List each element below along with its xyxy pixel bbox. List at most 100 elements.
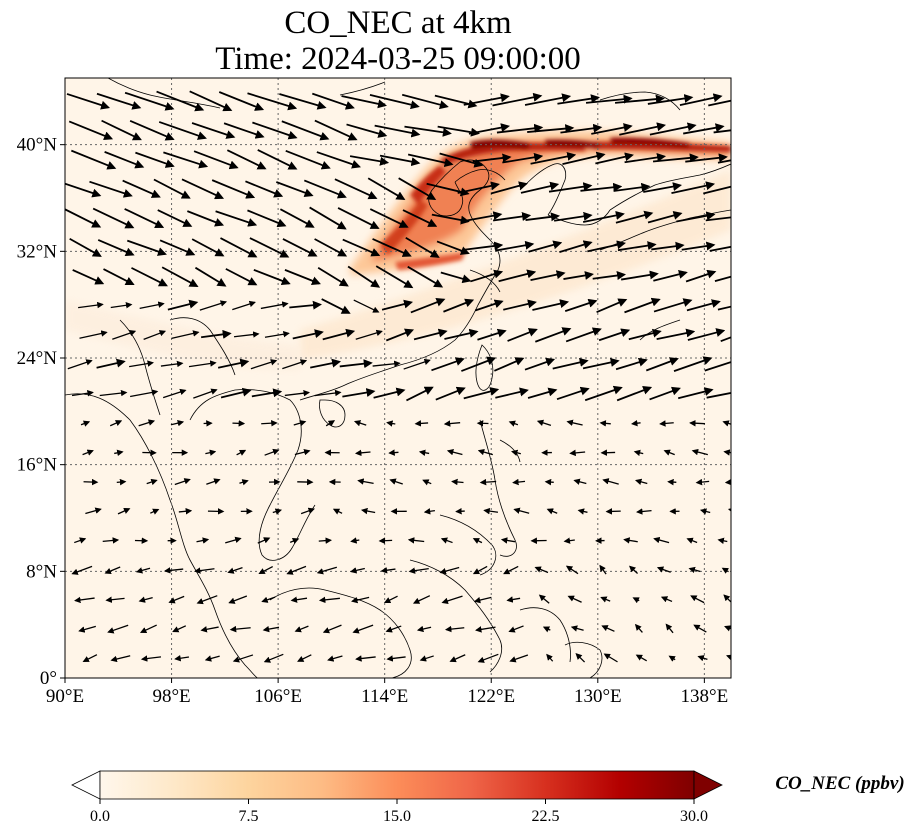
map-title: CO_NEC at 4km: [284, 5, 512, 41]
wind-arrow: [407, 265, 444, 288]
wind-arrow: [451, 478, 464, 486]
wind-arrow: [724, 625, 731, 632]
wind-arrow: [264, 448, 280, 456]
wind-arrow: [446, 448, 463, 456]
wind-arrow: [65, 208, 102, 228]
wind-arrow: [520, 181, 560, 194]
wind-arrow: [724, 478, 731, 486]
wind-arrow: [553, 211, 593, 222]
wind-arrow: [653, 298, 693, 313]
colorbar: 0.0 7.5 15.0 22.5 30.0 CO_NEC (ppbv): [71, 770, 905, 825]
wind-arrow: [80, 420, 91, 427]
wind-arrow: [580, 182, 623, 192]
wind-arrow: [560, 123, 603, 134]
wind-arrow: [460, 211, 503, 223]
wind-arrow: [204, 655, 220, 662]
wind-arrow: [651, 241, 685, 251]
wind-arrow: [140, 655, 162, 662]
wind-arrow: [507, 328, 538, 342]
wind-arrow: [372, 360, 401, 368]
wind-arrow: [262, 625, 280, 633]
wind-arrow: [483, 507, 499, 515]
wind-arrow: [437, 125, 480, 137]
wind-arrow: [223, 122, 265, 139]
wind-arrow: [104, 151, 145, 169]
wind-arrow: [318, 596, 340, 604]
wind-arrow: [599, 420, 611, 427]
wind-arrow: [153, 178, 191, 199]
wind-arrow: [528, 240, 563, 253]
wind-arrow: [282, 359, 308, 370]
wind-arrow: [68, 120, 114, 141]
wind-arrow: [402, 209, 438, 227]
wind-arrow: [272, 508, 283, 515]
wind-arrow: [96, 358, 126, 369]
wind-arrow: [322, 624, 342, 634]
wind-arrow: [511, 449, 521, 457]
wind-arrow: [71, 565, 93, 575]
wind-arrow: [472, 153, 512, 163]
colorbar-extend-max: [693, 770, 723, 800]
wind-arrow: [314, 238, 348, 257]
wind-arrow: [449, 654, 466, 663]
wind-arrow: [225, 268, 258, 286]
wind-arrow: [405, 236, 440, 258]
wind-arrow: [247, 92, 298, 111]
wind-arrow: [435, 386, 466, 401]
wind-arrow: [477, 653, 499, 663]
wind-arrow: [408, 567, 429, 574]
wind-arrow: [720, 336, 731, 343]
wind-arrow: [353, 299, 380, 313]
lon-tick-label: 130°E: [574, 686, 622, 707]
wind-arrow: [527, 124, 575, 134]
wind-arrow: [380, 567, 396, 574]
wind-arrow: [575, 653, 586, 663]
wind-arrow: [318, 537, 333, 544]
wind-arrow: [563, 537, 575, 544]
wind-arrow: [717, 537, 728, 545]
wind-arrow: [117, 507, 131, 515]
wind-arrow: [406, 386, 434, 402]
wind-arrow: [284, 269, 321, 286]
wind-arrow: [603, 653, 618, 663]
wind-arrow: [239, 479, 249, 486]
wind-arrow: [135, 151, 175, 168]
wind-arrow: [412, 595, 431, 604]
wind-arrow: [150, 508, 160, 515]
wind-arrow: [615, 357, 648, 371]
wind-arrow: [284, 389, 311, 397]
wind-arrow: [632, 597, 640, 604]
wind-arrow: [548, 182, 593, 193]
wind-arrow: [559, 240, 593, 254]
wind-arrow: [699, 508, 711, 515]
colorbar-extend-min: [71, 770, 101, 800]
wind-arrow: [573, 478, 587, 485]
wind-arrow: [158, 121, 207, 140]
wind-arrow: [601, 625, 615, 632]
wind-arrow: [191, 122, 236, 139]
wind-arrow: [564, 298, 598, 312]
wind-arrow: [104, 566, 121, 575]
wind-arrow: [679, 93, 723, 106]
wind-arrow: [624, 152, 667, 164]
wind-arrow: [372, 238, 412, 257]
wind-arrow: [552, 357, 589, 370]
lon-tick-label: 90°E: [46, 686, 84, 707]
wind-arrow: [191, 238, 225, 257]
colorbar-tick-label: 7.5: [239, 808, 259, 825]
wind-arrow: [72, 269, 105, 285]
wind-arrow: [490, 181, 528, 195]
wind-arrow: [713, 129, 731, 134]
wind-arrow: [178, 508, 193, 515]
wind-arrow: [563, 271, 594, 280]
wind-arrow: [623, 537, 638, 544]
wind-arrow: [316, 566, 338, 575]
wind-arrow: [163, 151, 209, 169]
wind-arrow: [160, 360, 184, 368]
wind-arrow: [122, 179, 161, 198]
wind-arrow: [546, 508, 558, 515]
wind-arrow: [317, 266, 349, 287]
wind-arrow: [196, 595, 218, 605]
wind-arrow: [168, 595, 185, 604]
wind-arrow: [709, 245, 731, 252]
